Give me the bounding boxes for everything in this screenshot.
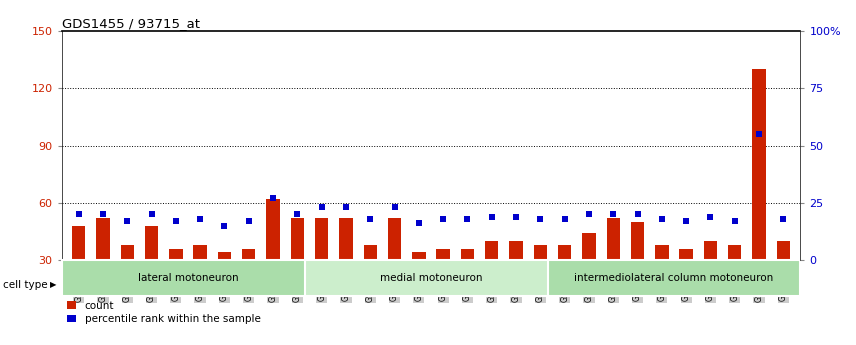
Point: [461, 216, 474, 221]
Point: [437, 216, 450, 221]
Bar: [582, 233, 596, 260]
Text: medial motoneuron: medial motoneuron: [380, 273, 482, 283]
Point: [728, 218, 741, 224]
Bar: [242, 249, 255, 260]
Point: [315, 205, 329, 210]
Bar: [145, 226, 158, 260]
Bar: [680, 249, 693, 260]
Bar: [655, 245, 669, 260]
Bar: [728, 245, 741, 260]
Point: [776, 216, 790, 221]
Point: [484, 214, 498, 219]
Bar: [193, 245, 207, 260]
Point: [193, 216, 207, 221]
Bar: [72, 226, 86, 260]
Point: [96, 211, 110, 217]
Bar: [533, 245, 547, 260]
Bar: [305, 260, 557, 296]
Bar: [509, 241, 523, 260]
Point: [72, 211, 86, 217]
Bar: [339, 218, 353, 260]
Point: [655, 216, 669, 221]
Point: [558, 216, 572, 221]
Point: [752, 131, 766, 137]
Point: [606, 211, 620, 217]
Bar: [485, 241, 498, 260]
Bar: [548, 260, 800, 296]
Point: [388, 205, 401, 210]
Point: [704, 214, 717, 219]
Point: [533, 216, 547, 221]
Text: ▶: ▶: [50, 280, 56, 289]
Bar: [266, 199, 280, 260]
Bar: [776, 241, 790, 260]
Point: [680, 218, 693, 224]
Text: cell type: cell type: [3, 280, 47, 289]
Point: [339, 205, 353, 210]
Bar: [364, 245, 377, 260]
Bar: [631, 222, 645, 260]
Point: [412, 221, 425, 226]
Bar: [437, 249, 450, 260]
Bar: [704, 241, 717, 260]
Bar: [121, 245, 134, 260]
Point: [364, 216, 377, 221]
Bar: [412, 253, 425, 260]
Bar: [607, 218, 620, 260]
Bar: [169, 249, 182, 260]
Point: [582, 211, 596, 217]
Point: [242, 218, 256, 224]
Bar: [558, 245, 571, 260]
Text: intermediolateral column motoneuron: intermediolateral column motoneuron: [574, 273, 774, 283]
Point: [145, 211, 158, 217]
Bar: [315, 218, 329, 260]
Bar: [388, 218, 401, 260]
Bar: [62, 260, 314, 296]
Point: [121, 218, 134, 224]
Bar: [96, 218, 110, 260]
Text: GDS1455 / 93715_at: GDS1455 / 93715_at: [62, 17, 199, 30]
Text: lateral motoneuron: lateral motoneuron: [138, 273, 238, 283]
Point: [509, 214, 523, 219]
Bar: [752, 69, 766, 260]
Bar: [291, 218, 304, 260]
Legend: count, percentile rank within the sample: count, percentile rank within the sample: [67, 301, 260, 324]
Point: [631, 211, 645, 217]
Bar: [217, 253, 231, 260]
Point: [217, 223, 231, 228]
Point: [290, 211, 304, 217]
Bar: [461, 249, 474, 260]
Point: [266, 196, 280, 201]
Point: [169, 218, 182, 224]
